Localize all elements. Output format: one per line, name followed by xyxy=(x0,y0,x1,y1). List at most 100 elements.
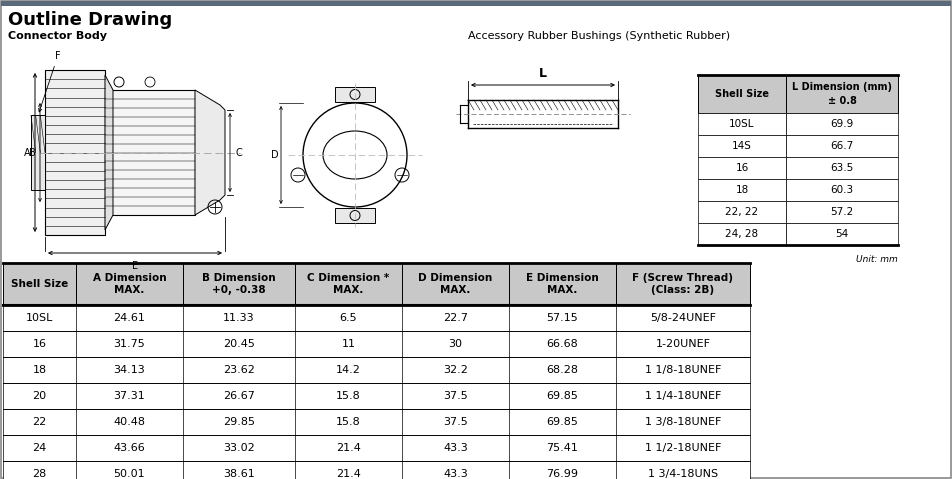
Bar xyxy=(786,179,898,201)
Bar xyxy=(76,383,183,409)
Bar xyxy=(76,331,183,357)
Text: 11: 11 xyxy=(342,339,355,349)
Text: 33.02: 33.02 xyxy=(223,443,255,453)
Text: 66.7: 66.7 xyxy=(830,141,854,151)
Text: 34.13: 34.13 xyxy=(113,365,146,375)
Bar xyxy=(509,357,616,383)
Bar xyxy=(76,263,183,305)
Text: 24.61: 24.61 xyxy=(113,313,146,323)
Text: 30: 30 xyxy=(448,339,463,349)
Text: 1-20UNEF: 1-20UNEF xyxy=(656,339,710,349)
Text: 18: 18 xyxy=(735,185,748,195)
Text: 6.5: 6.5 xyxy=(340,313,357,323)
Text: Shell Size: Shell Size xyxy=(10,279,69,289)
Bar xyxy=(3,305,76,331)
Bar xyxy=(402,331,509,357)
Bar xyxy=(786,223,898,245)
Text: Shell Size: Shell Size xyxy=(715,89,769,99)
Bar xyxy=(183,383,295,409)
Bar xyxy=(335,87,375,102)
Bar xyxy=(105,90,195,215)
Text: C: C xyxy=(236,148,243,158)
Bar xyxy=(3,263,76,305)
Text: 76.99: 76.99 xyxy=(546,469,579,479)
Text: 16: 16 xyxy=(32,339,47,349)
Bar xyxy=(402,461,509,479)
Text: 37.5: 37.5 xyxy=(443,391,467,401)
Text: Outline Drawing: Outline Drawing xyxy=(8,11,172,29)
Text: A: A xyxy=(24,148,30,158)
Bar xyxy=(509,461,616,479)
Text: 69.85: 69.85 xyxy=(546,417,579,427)
Bar xyxy=(616,263,750,305)
Text: F: F xyxy=(39,51,61,112)
Bar xyxy=(616,305,750,331)
Bar xyxy=(183,357,295,383)
Bar xyxy=(3,357,76,383)
Text: A Dimension
MAX.: A Dimension MAX. xyxy=(92,273,167,295)
Text: C Dimension *
MAX.: C Dimension * MAX. xyxy=(307,273,389,295)
Text: Connector Body: Connector Body xyxy=(8,31,107,41)
Text: 11.33: 11.33 xyxy=(223,313,255,323)
Bar xyxy=(295,409,402,435)
Bar xyxy=(616,357,750,383)
Bar xyxy=(183,409,295,435)
Bar xyxy=(3,383,76,409)
Bar xyxy=(295,357,402,383)
Text: 15.8: 15.8 xyxy=(336,417,361,427)
Text: 21.4: 21.4 xyxy=(336,469,361,479)
Text: L Dimension (mm)
± 0.8: L Dimension (mm) ± 0.8 xyxy=(792,82,892,105)
Bar xyxy=(698,135,786,157)
Bar xyxy=(509,435,616,461)
Text: 14S: 14S xyxy=(732,141,752,151)
Text: Accessory Rubber Bushings (Synthetic Rubber): Accessory Rubber Bushings (Synthetic Rub… xyxy=(468,31,730,41)
Text: 23.62: 23.62 xyxy=(223,365,255,375)
Text: E: E xyxy=(132,261,138,271)
Bar xyxy=(616,409,750,435)
Text: 57.15: 57.15 xyxy=(546,313,579,323)
Text: 63.5: 63.5 xyxy=(830,163,854,173)
Text: 22: 22 xyxy=(32,417,47,427)
Bar xyxy=(183,435,295,461)
Bar xyxy=(786,157,898,179)
Bar xyxy=(402,357,509,383)
Text: 29.85: 29.85 xyxy=(223,417,255,427)
Text: B Dimension
+0, -0.38: B Dimension +0, -0.38 xyxy=(202,273,276,295)
Text: 43.66: 43.66 xyxy=(113,443,146,453)
Text: 43.3: 43.3 xyxy=(443,469,467,479)
Bar xyxy=(402,409,509,435)
Bar xyxy=(183,263,295,305)
Text: 1 1/2-18UNEF: 1 1/2-18UNEF xyxy=(645,443,722,453)
Text: 22.7: 22.7 xyxy=(443,313,468,323)
Text: D: D xyxy=(271,150,279,160)
Bar xyxy=(76,305,183,331)
Polygon shape xyxy=(105,75,113,230)
Text: 15.8: 15.8 xyxy=(336,391,361,401)
Text: 21.4: 21.4 xyxy=(336,443,361,453)
Text: Unit: mm: Unit: mm xyxy=(856,255,898,264)
Text: 16: 16 xyxy=(735,163,748,173)
Bar xyxy=(295,461,402,479)
Bar xyxy=(509,383,616,409)
Text: 28: 28 xyxy=(32,469,47,479)
Bar xyxy=(509,263,616,305)
Bar xyxy=(616,461,750,479)
Bar xyxy=(786,113,898,135)
Text: 50.01: 50.01 xyxy=(113,469,146,479)
Bar xyxy=(76,461,183,479)
Text: 40.48: 40.48 xyxy=(113,417,146,427)
Text: 26.67: 26.67 xyxy=(223,391,255,401)
Bar xyxy=(3,461,76,479)
Text: 69.9: 69.9 xyxy=(830,119,854,129)
Text: 20.45: 20.45 xyxy=(223,339,255,349)
Text: 10SL: 10SL xyxy=(26,313,53,323)
Bar xyxy=(616,435,750,461)
Bar xyxy=(76,435,183,461)
Bar xyxy=(76,409,183,435)
Text: 38.61: 38.61 xyxy=(223,469,255,479)
Text: 1 1/8-18UNEF: 1 1/8-18UNEF xyxy=(645,365,722,375)
Bar xyxy=(183,461,295,479)
Text: 37.31: 37.31 xyxy=(113,391,146,401)
Bar xyxy=(509,331,616,357)
Text: 24: 24 xyxy=(32,443,47,453)
